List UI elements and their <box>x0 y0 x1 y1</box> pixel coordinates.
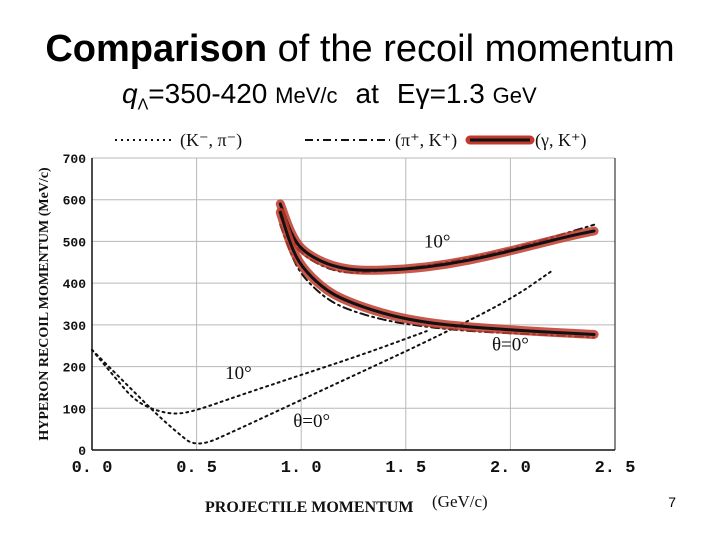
y-tick-label-6: 600 <box>63 194 87 209</box>
y-tick-label-2: 200 <box>63 361 87 376</box>
chart-annotations: 10° θ=0° 10° θ=0° <box>225 232 529 432</box>
series-line-0 <box>91 269 554 445</box>
y-axis-label: HYPERON RECOIL MOMENTUM (MeV/c) <box>37 167 52 441</box>
y-tick-label-1: 100 <box>63 402 87 417</box>
legend-label-1: (π⁺, K⁺) <box>395 130 457 151</box>
x-axis-label: PROJECTILE MOMENTUM <box>205 499 413 516</box>
title-rest: of the recoil momentum <box>267 28 675 70</box>
x-tick-label-4: 2. 0 <box>490 459 531 478</box>
subtitle-e: E <box>396 78 416 109</box>
x-tick-label-3: 1. 5 <box>385 459 426 478</box>
subtitle-gamma: γ <box>415 78 430 109</box>
subtitle-unit1: MeV/c <box>275 83 338 108</box>
subtitle-lambda: Λ <box>137 96 149 114</box>
x-axis-unit: (GeV/c) <box>432 492 488 511</box>
x-tick-label-1: 0. 5 <box>176 459 217 478</box>
x-tick-label-2: 1. 0 <box>281 459 322 478</box>
y-tick-label-7: 700 <box>63 152 87 167</box>
series-line-4 <box>278 202 596 272</box>
subtitle-unit2: GeV <box>492 83 537 108</box>
y-tick-label-0: 0 <box>78 444 86 459</box>
chart-axes <box>91 158 616 451</box>
chart-curves <box>91 199 599 445</box>
slide-title: Comparison of the recoil momentum <box>0 28 720 71</box>
slide-subtitle: qΛ=350-420 MeV/c at Eγ=1.3 GeV <box>122 78 537 115</box>
title-bold: Comparison <box>45 28 268 70</box>
x-tick-label-5: 2. 5 <box>595 459 636 478</box>
series-line-1 <box>91 330 428 415</box>
subtitle-at: at <box>355 78 379 109</box>
y-tick-label-4: 400 <box>63 277 87 292</box>
y-tick-label-3: 300 <box>63 319 87 334</box>
annotation-2: 10° <box>225 363 252 384</box>
legend-label-2: (γ, K⁺) <box>535 130 586 151</box>
y-tick-label-5: 500 <box>63 235 87 250</box>
series-line-5 <box>278 210 596 336</box>
legend-label-0: (K⁻, π⁻) <box>180 130 242 151</box>
chart-legend: (K⁻, π⁻) (π⁺, K⁺) (γ, K⁺) <box>115 130 586 151</box>
subtitle-range: =350-420 <box>148 78 276 109</box>
annotation-3: θ=0° <box>293 411 330 432</box>
annotation-0: 10° <box>424 232 451 253</box>
subtitle-q: q <box>122 78 138 109</box>
slide-number: 7 <box>668 494 676 510</box>
subtitle-energy: =1.3 <box>429 78 493 109</box>
x-tick-label-0: 0. 0 <box>72 459 113 478</box>
annotation-1: θ=0° <box>492 335 529 356</box>
recoil-momentum-chart: 0 100 200 300 400 500 600 700 0. 0 0. 5 1. 0 1. 5 2.… <box>37 130 636 516</box>
chart-ticks: 0 100 200 300 400 500 600 700 0. 0 0. 5 1. 0 1. 5 2.… <box>63 152 636 478</box>
series-highlight-5 <box>275 207 599 339</box>
